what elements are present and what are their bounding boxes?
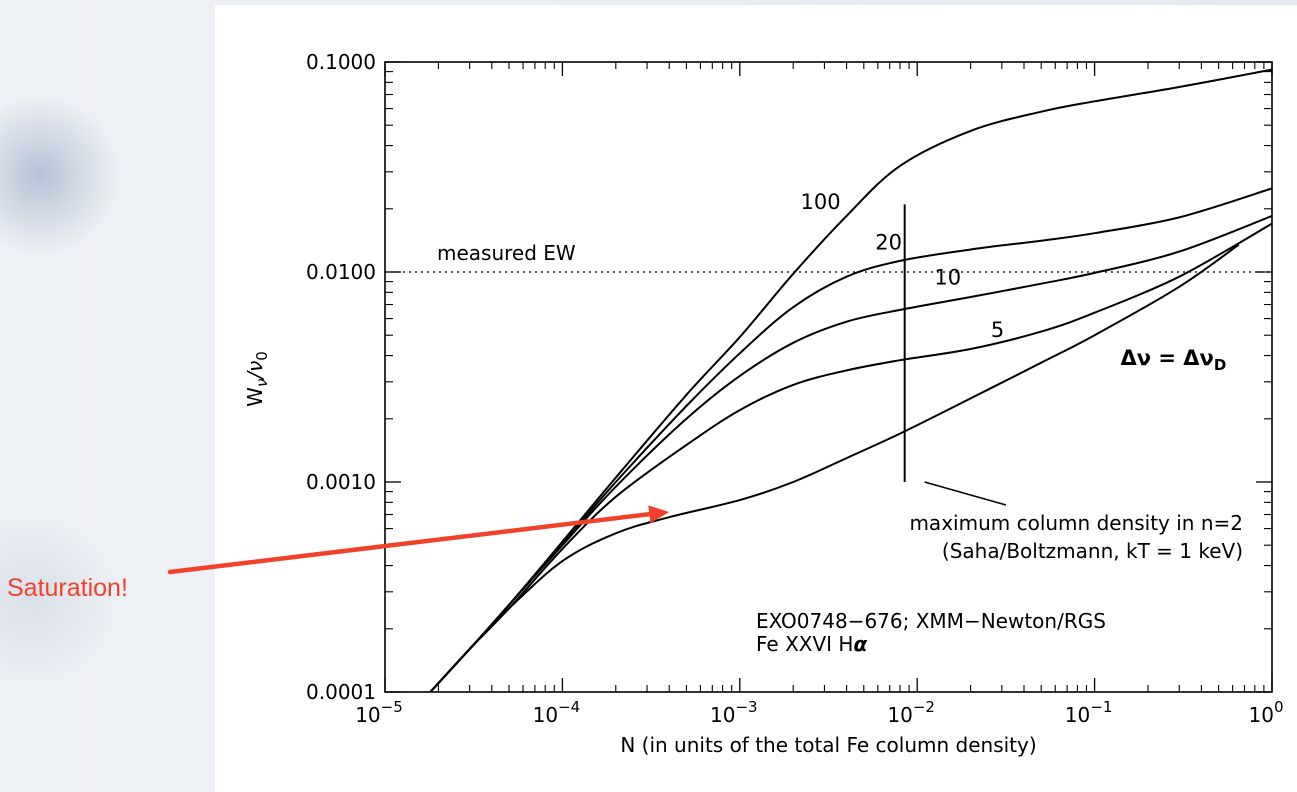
y-tick-label: 0.0001 bbox=[306, 680, 376, 704]
series-label-text: 10 bbox=[934, 266, 961, 290]
x-axis-label: N (in units of the total Fe column densi… bbox=[620, 733, 1036, 757]
x-tick-label-exponent: −2 bbox=[913, 698, 935, 716]
series-line-4 bbox=[429, 243, 1240, 693]
y-axis-label-base: W bbox=[243, 387, 267, 407]
x-tick-label: 10−4 bbox=[533, 698, 581, 727]
x-tick-label-exponent: 0 bbox=[1274, 698, 1284, 716]
annotations-group: maximum column density in n=2 (Saha/Boltz… bbox=[756, 204, 1243, 656]
chart-panel bbox=[215, 5, 1297, 792]
annotation-max-column-density: maximum column density in n=2 bbox=[909, 511, 1243, 535]
series-line-2 bbox=[429, 214, 1273, 693]
series-label-3: 5 bbox=[991, 318, 1004, 342]
saturation-arrow-group bbox=[167, 505, 670, 575]
series-label-text: 100 bbox=[801, 190, 841, 214]
y-tick-label: 0.0010 bbox=[306, 470, 376, 494]
axis-labels: N (in units of the total Fe column densi… bbox=[243, 351, 1037, 757]
series-group: 100 20 10 5 Δν = ΔνD bbox=[429, 68, 1273, 693]
saturation-callout: Saturation! bbox=[7, 574, 128, 602]
x-tick-label-base: 10 bbox=[1065, 703, 1090, 727]
x-tick-label-exponent: −4 bbox=[558, 698, 580, 716]
x-tick-label: 10−5 bbox=[355, 698, 403, 727]
series-label-0: 100 bbox=[801, 190, 841, 214]
measured-ew-label: measured EW bbox=[437, 241, 576, 265]
x-tick-label-base: 10 bbox=[1249, 703, 1274, 727]
y-axis-label: Wν/ν0 bbox=[243, 351, 271, 407]
series-label-4: Δν = ΔνD bbox=[1121, 346, 1227, 374]
axis-ticks bbox=[384, 61, 1273, 693]
x-tick-label: 10−3 bbox=[710, 698, 758, 727]
series-label-subscript: D bbox=[1214, 356, 1226, 374]
tick-labels: 10−5 10−4 10−3 10−2 10−1 1000.00010.00100.010… bbox=[306, 50, 1283, 727]
plot-frame bbox=[384, 61, 1273, 693]
y-axis-label-sub0: 0 bbox=[253, 351, 271, 361]
series-label-1: 20 bbox=[875, 230, 902, 254]
x-tick-label-exponent: −5 bbox=[381, 698, 403, 716]
annotation-line-name-text: Fe XXVI H bbox=[756, 632, 853, 656]
x-tick-label-exponent: −3 bbox=[735, 698, 757, 716]
series-label-text: 20 bbox=[875, 230, 902, 254]
reference-line-group: measured EW bbox=[385, 241, 1272, 273]
annotation-source-name: EXO0748−676; XMM−Newton/RGS bbox=[756, 609, 1106, 633]
plot-border bbox=[384, 61, 1273, 693]
x-tick-label-base: 10 bbox=[355, 703, 380, 727]
x-tick-label-base: 10 bbox=[710, 703, 735, 727]
series-line-3 bbox=[429, 222, 1273, 693]
x-tick-label: 100 bbox=[1249, 698, 1284, 727]
annotation-pointer-line bbox=[924, 481, 1007, 506]
y-axis-label-sub: ν bbox=[253, 379, 271, 387]
series-label-2: 10 bbox=[934, 266, 961, 290]
annotation-saha-boltzmann: (Saha/Boltzmann, kT = 1 keV) bbox=[942, 539, 1243, 563]
y-tick-label: 0.1000 bbox=[306, 50, 376, 74]
saturation-arrow-shaft bbox=[167, 511, 658, 575]
x-tick-label: 10−1 bbox=[1065, 698, 1113, 727]
series-label-text: 5 bbox=[991, 318, 1004, 342]
annotation-line-name: Fe XXVI Hα bbox=[756, 632, 867, 656]
x-tick-label: 10−2 bbox=[887, 698, 935, 727]
x-tick-label-exponent: −1 bbox=[1090, 698, 1112, 716]
series-label-text: Δν = Δν bbox=[1121, 346, 1214, 370]
x-tick-label-base: 10 bbox=[533, 703, 558, 727]
series-line-0 bbox=[429, 68, 1273, 693]
y-tick-label: 0.0100 bbox=[306, 260, 376, 284]
y-axis-label-denominator: /ν bbox=[243, 361, 267, 381]
annotation-line-name-alpha: α bbox=[853, 632, 867, 656]
x-tick-label-base: 10 bbox=[887, 703, 912, 727]
saturation-arrow-head bbox=[648, 505, 670, 524]
